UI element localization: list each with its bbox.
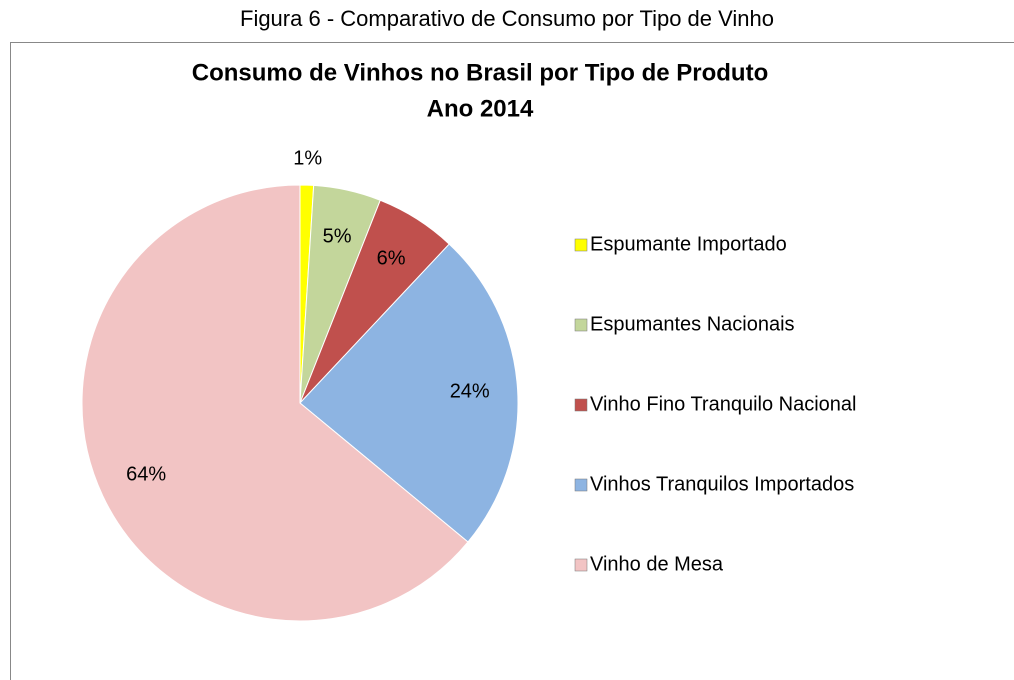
pie-slice (81, 184, 469, 622)
legend-label: Espumantes Nacionais (590, 313, 795, 335)
figure-caption: Figura 6 - Comparativo de Consumo por Ti… (240, 6, 774, 31)
legend-label: Vinhos Tranquilos Importados (590, 473, 854, 495)
chart-title: Consumo de Vinhos no Brasil por Tipo de … (192, 59, 768, 86)
data-label: 1% (293, 147, 322, 169)
legend-swatch (574, 318, 588, 332)
legend-swatch (574, 398, 588, 412)
legend-swatch (574, 238, 588, 252)
data-label: 64% (126, 464, 166, 486)
legend-label: Vinho de Mesa (590, 553, 724, 575)
data-label: 24% (450, 381, 490, 403)
legend-label: Espumante Importado (590, 233, 787, 255)
legend-swatch (574, 558, 588, 572)
legend-label: Vinho Fino Tranquilo Nacional (590, 393, 856, 415)
data-label: 5% (323, 225, 352, 247)
pie-slice (299, 243, 519, 543)
legend-swatch (574, 478, 588, 492)
data-label: 6% (377, 248, 406, 270)
chart-subtitle: Ano 2014 (427, 95, 534, 122)
chart-border (10, 42, 1014, 680)
